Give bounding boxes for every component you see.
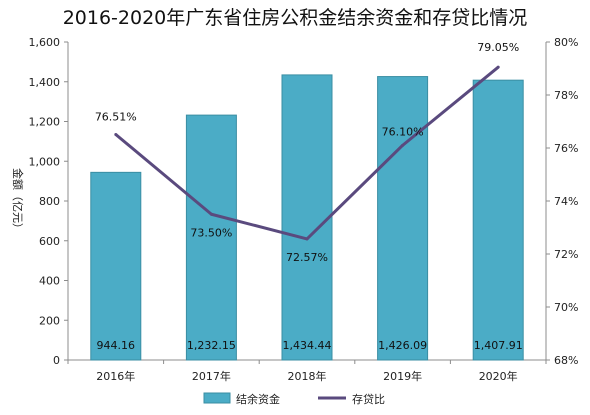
ratio-value-label: 76.51% [95,110,137,123]
x-tick-label: 2017年 [192,369,231,383]
x-tick-label: 2019年 [383,369,422,383]
bar-value-label: 1,434.44 [283,339,332,352]
legend-bar-label: 结余资金 [236,392,280,406]
y-tick-label: 400 [39,275,60,288]
bar [90,171,142,361]
y2-tick-label: 80% [554,36,578,49]
bar-value-label: 1,407.91 [474,339,523,352]
y-tick-label: 800 [39,195,60,208]
y-tick-label: 200 [39,314,60,327]
y2-tick-label: 68% [554,354,578,367]
x-tick-label: 2016年 [96,369,135,383]
y2-tick-label: 78% [554,89,578,102]
ratio-value-label: 73.50% [190,226,232,239]
bar-value-label: 1,426.09 [378,339,427,352]
y-tick-label: 0 [53,354,60,367]
y-tick-label: 600 [39,235,60,248]
y-tick-label: 1,400 [29,76,61,89]
y2-tick-label: 72% [554,248,578,261]
ratio-point [305,237,309,241]
ratio-point [496,65,500,69]
bar [377,76,429,361]
legend-line-label: 存贷比 [352,392,385,406]
ratio-point [401,143,405,147]
ratio-value-label: 76.10% [382,125,424,138]
bar-value-label: 1,232.15 [187,339,236,352]
chart-title: 2016-2020年广东省住房公积金结余资金和存贷比情况 [62,7,528,29]
ratio-value-label: 79.05% [477,41,519,54]
y-tick-label: 1,600 [29,36,61,49]
y2-tick-label: 70% [554,301,578,314]
bar-value-label: 944.16 [97,339,136,352]
x-tick-label: 2020年 [479,369,518,383]
y-axis-title: 金额（亿元） [11,168,25,234]
bar [281,74,333,361]
legend-bar-swatch [203,392,231,404]
x-tick-label: 2018年 [288,369,327,383]
bar [185,114,237,361]
y-tick-label: 1,000 [29,155,61,168]
y2-tick-label: 76% [554,142,578,155]
ratio-value-label: 72.57% [286,251,328,264]
y2-tick-label: 74% [554,195,578,208]
ratio-point [209,212,213,216]
y-tick-label: 1,200 [29,116,61,129]
bar [472,79,524,361]
ratio-point [114,132,118,136]
